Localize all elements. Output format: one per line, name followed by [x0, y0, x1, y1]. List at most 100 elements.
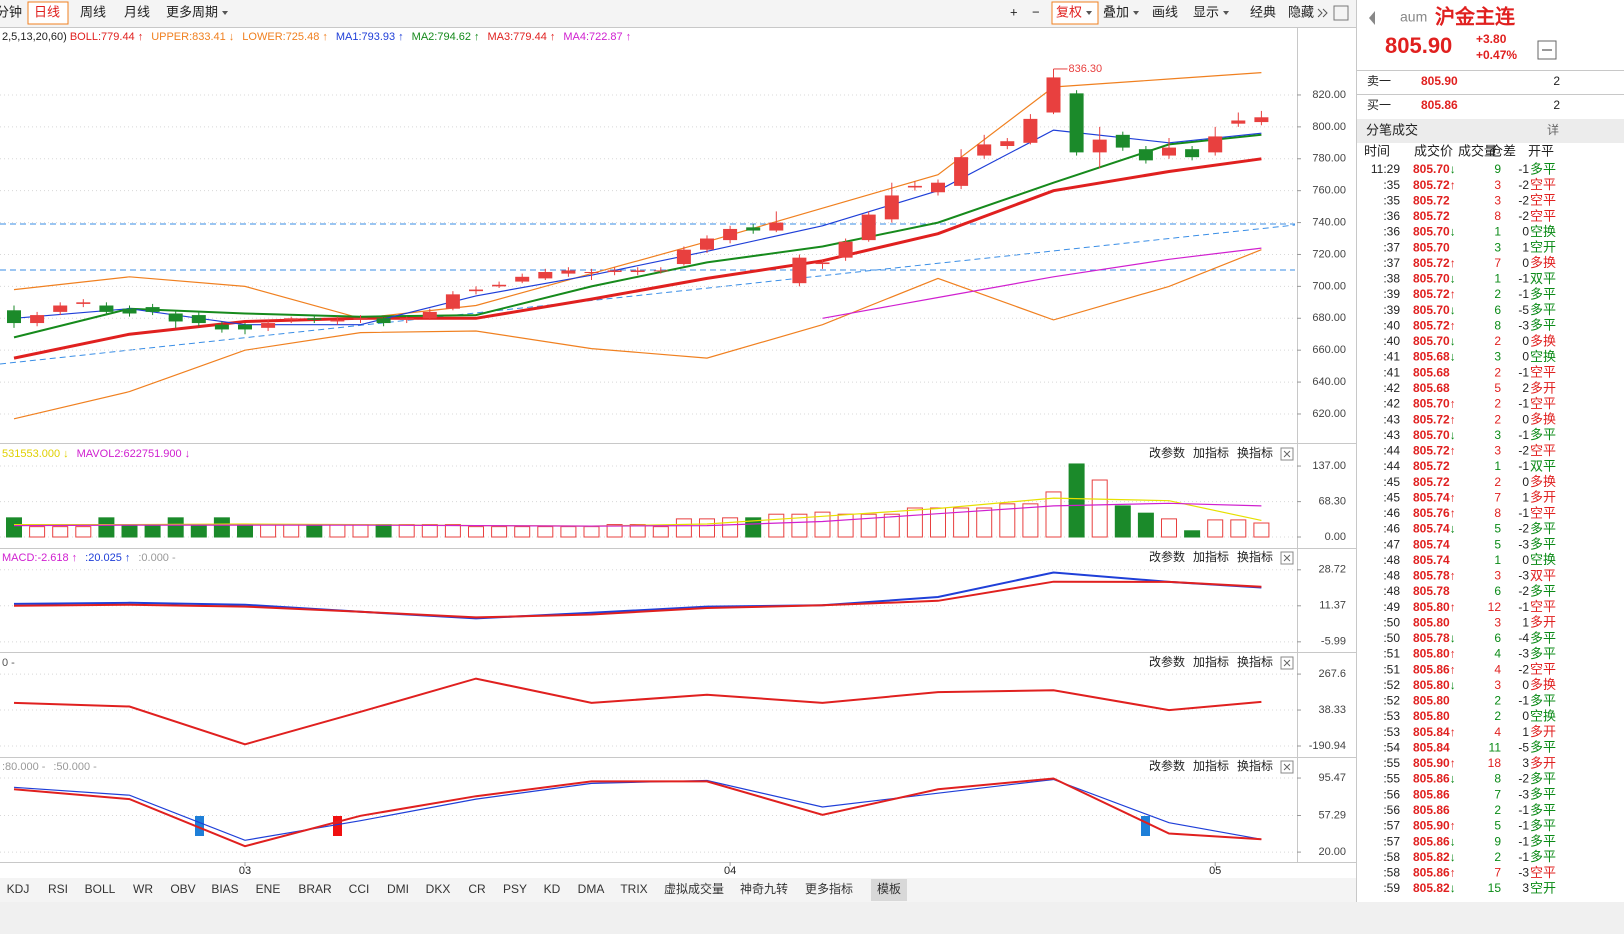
volume-bar — [1230, 519, 1247, 538]
y-tick-label: 267.6 — [1318, 668, 1346, 680]
candle-body — [630, 270, 645, 273]
candle-body — [122, 308, 137, 314]
tool-button[interactable]: + — [1010, 4, 1018, 19]
period-tab[interactable]: 月线 — [124, 4, 150, 19]
trade-time: :50 — [1383, 631, 1400, 645]
indicator-tab[interactable]: 更多指标 — [805, 881, 853, 896]
indicator-tab[interactable]: BRAR — [298, 882, 332, 896]
signal-marker — [333, 816, 342, 836]
volume-bar — [1137, 512, 1154, 538]
volume-bar — [329, 524, 346, 538]
price-change: +3.80 — [1476, 32, 1507, 46]
period-tab[interactable]: 分钟 — [0, 4, 22, 19]
indicator-tab[interactable]: PSY — [503, 882, 527, 896]
period-tab[interactable]: 日线 — [34, 4, 60, 19]
column-header: 成交价 — [1414, 143, 1453, 158]
trade-direction: ↓ — [1450, 303, 1456, 317]
indicator-tab[interactable]: DKX — [426, 882, 451, 896]
prev-arrow[interactable] — [1369, 11, 1375, 25]
volume-bar — [98, 517, 115, 538]
trade-price: 805.72 — [1413, 459, 1450, 473]
panel-button[interactable]: 换指标 — [1237, 549, 1273, 564]
indicator-line — [13, 571, 1262, 620]
indicator-tab-active[interactable] — [871, 879, 907, 901]
trade-price: 805.78 — [1413, 584, 1450, 598]
trade-volume: 7 — [1494, 787, 1501, 801]
trades-detail[interactable]: 详 — [1547, 122, 1559, 137]
tool-button[interactable]: − — [1032, 4, 1040, 19]
candle-body — [1092, 139, 1107, 153]
panel-button[interactable]: 改参数 — [1149, 758, 1185, 773]
indicator-tab[interactable]: DMA — [578, 882, 605, 896]
panel-button[interactable]: 加指标 — [1193, 445, 1229, 460]
trade-type: 多平 — [1530, 427, 1556, 442]
tool-button[interactable]: 画线 — [1152, 4, 1178, 19]
indicator-tab[interactable]: 模板 — [877, 882, 901, 896]
indicator-tab[interactable]: DMI — [387, 882, 409, 896]
volume-bar — [306, 524, 323, 538]
indicator-tab[interactable]: ENE — [256, 882, 281, 896]
trade-oi-change: -4 — [1518, 631, 1529, 645]
panel-button[interactable]: 改参数 — [1149, 445, 1185, 460]
trade-time: :43 — [1383, 428, 1400, 442]
tool-button[interactable]: 经典 — [1250, 4, 1276, 19]
trade-type: 空换 — [1530, 552, 1556, 567]
indicator-tab[interactable]: KDJ — [7, 882, 30, 896]
fullscreen-button[interactable] — [1333, 5, 1349, 21]
panel-button[interactable]: 加指标 — [1193, 758, 1229, 773]
indicator-tab[interactable]: BIAS — [211, 882, 238, 896]
tool-button[interactable]: 显示 — [1193, 4, 1219, 19]
indicator-tab[interactable]: OBV — [170, 882, 195, 896]
trade-oi-change: 0 — [1522, 412, 1529, 426]
period-tab[interactable]: 更多周期 — [166, 4, 218, 19]
indicator-tab[interactable]: CR — [468, 882, 486, 896]
trade-price: 805.84 — [1413, 725, 1450, 739]
panel-button[interactable]: 改参数 — [1149, 654, 1185, 669]
indicator-tab[interactable]: BOLL — [85, 882, 116, 896]
trade-oi-change: -3 — [1518, 569, 1529, 583]
tool-active[interactable] — [1051, 1, 1099, 25]
indicator-tab[interactable]: CCI — [349, 882, 370, 896]
indicator-tab[interactable]: 神奇九转 — [740, 881, 788, 896]
footer-blank — [0, 902, 1624, 934]
panel-button[interactable]: 换指标 — [1237, 654, 1273, 669]
trade-type: 双平 — [1530, 458, 1556, 473]
indicator-tab[interactable]: KD — [544, 882, 561, 896]
trade-volume: 8 — [1494, 318, 1501, 332]
trade-oi-change: -1 — [1518, 819, 1529, 833]
tool-button[interactable]: 复权 — [1056, 4, 1082, 19]
tool-button[interactable]: 叠加 — [1103, 4, 1129, 19]
signal-marker — [195, 816, 204, 836]
tool-button[interactable]: 隐藏 — [1288, 4, 1314, 19]
panel-button[interactable]: 换指标 — [1237, 758, 1273, 773]
trade-price: 805.86 — [1413, 772, 1450, 786]
candle-body — [815, 262, 830, 265]
y-tick-label: 780.00 — [1312, 153, 1346, 165]
y-tick-label: 660.00 — [1312, 344, 1346, 356]
trade-type: 多平 — [1530, 537, 1556, 552]
indicator-tab[interactable]: RSI — [48, 882, 68, 896]
trade-type: 多平 — [1530, 849, 1556, 864]
trade-time: :52 — [1383, 678, 1400, 692]
candle-body — [1046, 77, 1061, 113]
candle-body — [191, 315, 206, 324]
panel-button[interactable]: 换指标 — [1237, 445, 1273, 460]
panel-button[interactable]: 加指标 — [1193, 654, 1229, 669]
volume-bar — [491, 526, 508, 538]
close-icon — [1283, 763, 1291, 771]
indicator-tab[interactable]: WR — [133, 882, 153, 896]
indicator-tab[interactable]: 虚拟成交量 — [664, 881, 724, 896]
trade-volume: 9 — [1494, 834, 1501, 848]
trade-oi-change: -3 — [1518, 318, 1529, 332]
trade-time: :36 — [1383, 209, 1400, 223]
trade-time: :46 — [1383, 506, 1400, 520]
close-icon — [1283, 554, 1291, 562]
panel-button[interactable]: 加指标 — [1193, 549, 1229, 564]
period-tab[interactable]: 周线 — [80, 4, 106, 19]
indicator-tab[interactable]: TRIX — [620, 882, 647, 896]
panel-button[interactable]: 改参数 — [1149, 549, 1185, 564]
trade-oi-change: 0 — [1522, 225, 1529, 239]
trade-price: 805.74 — [1413, 537, 1450, 551]
dropdown-icon — [1086, 11, 1093, 15]
period-tab-active[interactable] — [27, 1, 69, 25]
